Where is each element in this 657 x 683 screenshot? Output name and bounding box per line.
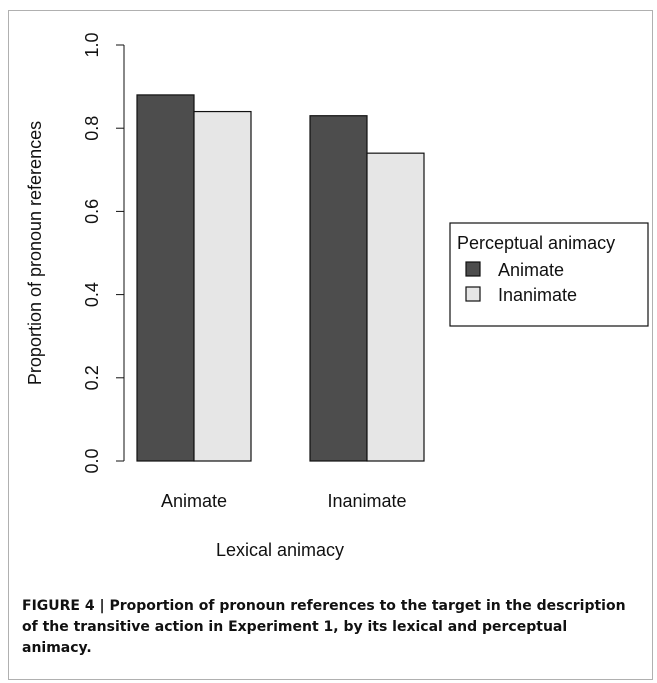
legend-entry-label: Animate bbox=[498, 260, 564, 280]
y-tick-label: 1.0 bbox=[82, 32, 102, 57]
figure-caption: FIGURE 4 | Proportion of pronoun referen… bbox=[22, 598, 626, 656]
y-tick-label: 0.4 bbox=[82, 282, 102, 307]
y-axis-ticks: 0.0 0.2 0.4 0.6 0.8 1.0 bbox=[82, 32, 124, 474]
legend-swatch-animate bbox=[465, 261, 481, 277]
y-tick-label: 0.2 bbox=[82, 365, 102, 390]
y-tick-label: 0.0 bbox=[82, 448, 102, 473]
bar-inanimate-inanimate bbox=[366, 152, 425, 462]
legend-title: Perceptual animacy bbox=[457, 233, 615, 253]
bar-inanimate-animate bbox=[309, 115, 368, 462]
bar-animate-inanimate bbox=[193, 110, 252, 462]
legend-swatch-inanimate bbox=[465, 286, 481, 302]
legend-items: Animate Inanimate bbox=[465, 260, 577, 305]
x-tick-label: Animate bbox=[161, 491, 227, 511]
legend-entry-label: Inanimate bbox=[498, 285, 577, 305]
bar-chart: 0.0 0.2 0.4 0.6 0.8 1.0 Animate Inanimate Prop… bbox=[25, 32, 649, 560]
x-axis-label: Lexical animacy bbox=[216, 540, 344, 560]
x-axis-labels: Animate Inanimate bbox=[161, 491, 407, 511]
y-tick-label: 0.8 bbox=[82, 116, 102, 141]
legend: Perceptual animacy Animate Inanimate bbox=[449, 222, 649, 327]
legend-box bbox=[449, 222, 649, 327]
bars bbox=[136, 94, 425, 462]
x-tick-label: Inanimate bbox=[327, 491, 406, 511]
y-tick-label: 0.6 bbox=[82, 199, 102, 224]
bar-animate-animate bbox=[136, 94, 195, 462]
y-axis-label: Proportion of pronoun references bbox=[25, 121, 45, 385]
